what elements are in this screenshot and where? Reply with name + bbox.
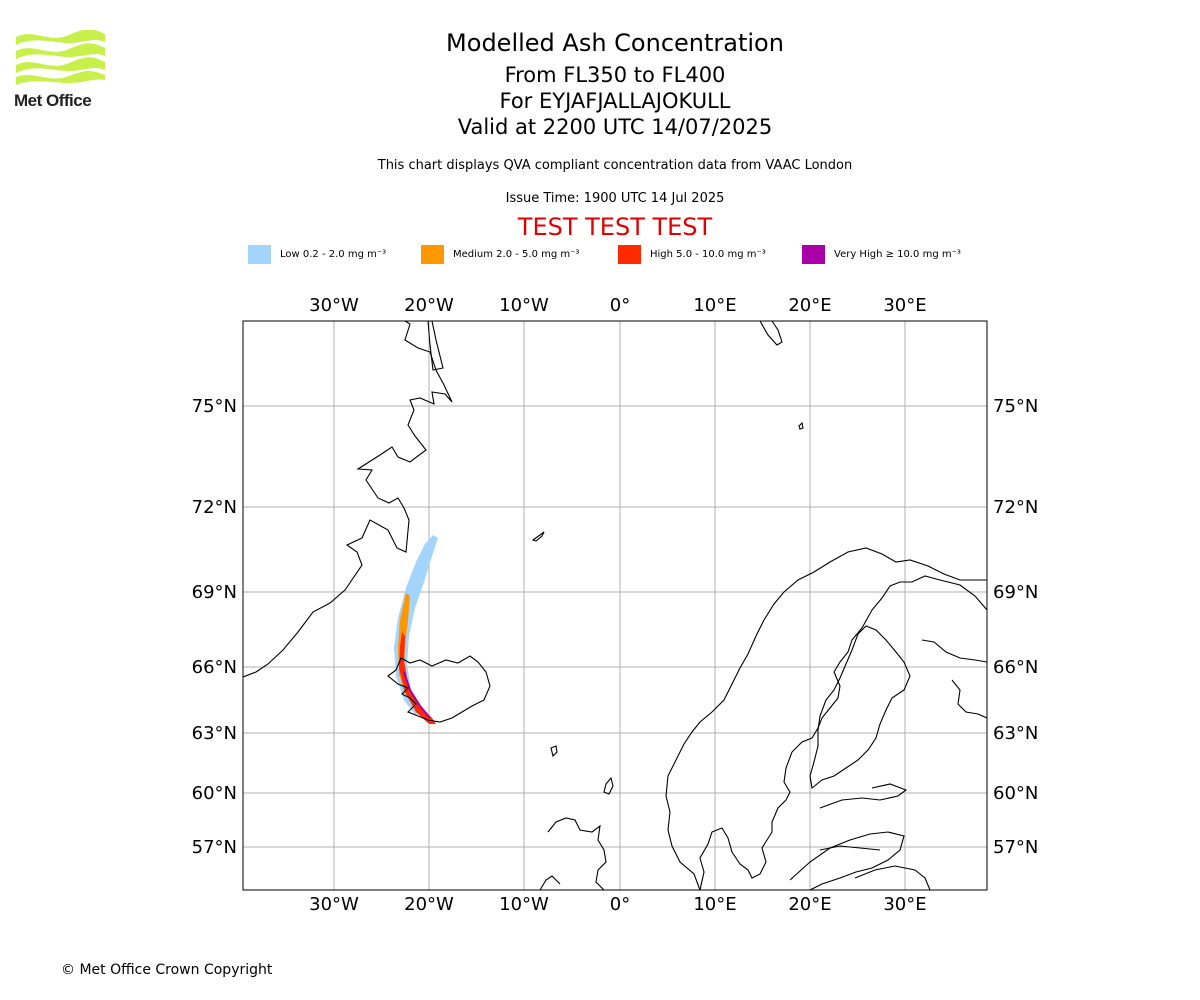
legend-swatch-high [618, 244, 641, 264]
legend-item-very-high: Very High ≥ 10.0 mg m⁻³ [802, 244, 961, 264]
map-gridlines [243, 321, 987, 890]
lat-tick-left: 72°N [192, 497, 237, 518]
lon-ticks-top: 30°W 20°W 10°W 0° 10°E 20°E 30°E [309, 295, 926, 316]
lon-tick-top: 0° [610, 295, 630, 316]
test-banner: TEST TEST TEST [517, 213, 713, 241]
lon-ticks-bottom: 30°W 20°W 10°W 0° 10°E 20°E 30°E [309, 894, 926, 915]
lon-tick-top: 10°W [499, 295, 549, 316]
lon-tick-top: 30°W [309, 295, 359, 316]
lon-tick-bottom: 30°W [309, 894, 359, 915]
lon-tick-top: 20°E [788, 295, 831, 316]
legend-label-very-high: Very High ≥ 10.0 mg m⁻³ [834, 248, 961, 260]
legend-item-low: Low 0.2 - 2.0 mg m⁻³ [248, 244, 386, 264]
legend-label-medium: Medium 2.0 - 5.0 mg m⁻³ [453, 248, 580, 260]
lon-tick-bottom: 20°W [404, 894, 454, 915]
lon-tick-top: 30°E [883, 295, 926, 316]
met-office-logo [14, 29, 106, 90]
lat-tick-left: 60°N [192, 783, 237, 804]
lat-ticks-left: 75°N 72°N 69°N 66°N 63°N 60°N 57°N [192, 396, 237, 858]
lon-tick-bottom: 0° [610, 894, 630, 915]
ash-plume-very-high [403, 671, 431, 719]
lat-tick-left: 63°N [192, 723, 237, 744]
map-background [243, 321, 987, 890]
lat-tick-left: 75°N [192, 396, 237, 417]
lat-tick-right: 72°N [993, 497, 1038, 518]
issue-time: Issue Time: 1900 UTC 14 Jul 2025 [505, 191, 725, 206]
lon-tick-bottom: 10°W [499, 894, 549, 915]
lat-tick-right: 60°N [993, 783, 1038, 804]
flight-level-range: From FL350 to FL400 [504, 63, 726, 87]
lat-tick-left: 57°N [192, 837, 237, 858]
chart-title: Modelled Ash Concentration [446, 29, 784, 57]
lat-tick-right: 66°N [993, 657, 1038, 678]
met-office-logo-text: Met Office [14, 91, 92, 110]
lon-tick-top: 10°E [693, 295, 736, 316]
lon-tick-bottom: 30°E [883, 894, 926, 915]
lon-tick-top: 20°W [404, 295, 454, 316]
lon-tick-bottom: 20°E [788, 894, 831, 915]
legend-item-high: High 5.0 - 10.0 mg m⁻³ [618, 244, 766, 264]
lat-tick-right: 69°N [993, 582, 1038, 603]
legend-swatch-low [248, 244, 271, 264]
volcano-name: For EYJAFJALLAJOKULL [499, 89, 731, 113]
lat-tick-left: 69°N [192, 582, 237, 603]
coastlines [243, 321, 987, 890]
legend-label-low: Low 0.2 - 2.0 mg m⁻³ [280, 248, 387, 260]
lon-tick-bottom: 10°E [693, 894, 736, 915]
copyright-notice: © Met Office Crown Copyright [61, 962, 273, 978]
map-frame [242, 320, 988, 891]
lat-tick-left: 66°N [192, 657, 237, 678]
lat-tick-right: 57°N [993, 837, 1038, 858]
lat-ticks-right: 75°N 72°N 69°N 66°N 63°N 60°N 57°N [993, 396, 1038, 858]
legend-swatch-very-high [802, 244, 825, 264]
legend-swatch-medium [421, 244, 444, 264]
lat-tick-right: 63°N [993, 723, 1038, 744]
legend-label-high: High 5.0 - 10.0 mg m⁻³ [650, 248, 766, 260]
qva-note: This chart displays QVA compliant concen… [377, 158, 853, 173]
lat-tick-right: 75°N [993, 396, 1038, 417]
legend-item-medium: Medium 2.0 - 5.0 mg m⁻³ [421, 244, 579, 264]
valid-time: Valid at 2200 UTC 14/07/2025 [457, 115, 773, 139]
